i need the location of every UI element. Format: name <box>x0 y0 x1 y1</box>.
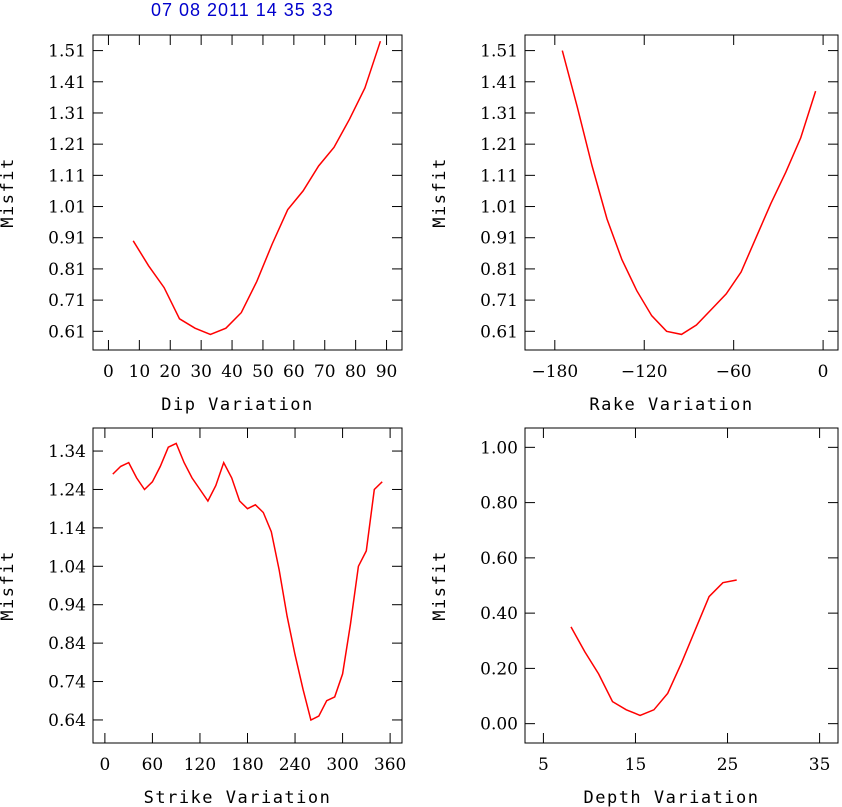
dip-xtick-label: 0 <box>103 362 114 382</box>
depth-ytick-label: 0.40 <box>480 604 518 624</box>
depth-misfit-line <box>570 579 737 717</box>
dip-ytick-label: 0.91 <box>48 229 86 249</box>
strike-xtick-label: 300 <box>326 755 358 775</box>
rake-ytick-label: 1.31 <box>480 104 518 124</box>
dip-x-axis-label: Dip Variation <box>161 395 314 415</box>
strike-ytick-label: 1.24 <box>48 480 86 500</box>
rake-misfit-line <box>561 50 817 336</box>
rake-xtick-label: 0 <box>818 362 829 382</box>
rake-x-axis-label: Rake Variation <box>589 395 753 415</box>
strike-ytick-label: 1.34 <box>48 442 86 462</box>
strike-ytick-label: 1.14 <box>48 519 86 539</box>
dip-xtick-label: 30 <box>190 362 212 382</box>
header-date-time: 07 08 2011 14 35 33 <box>151 0 334 20</box>
rake-xtick-label: −180 <box>531 362 578 382</box>
depth-plot-frame <box>524 427 839 744</box>
dip-xtick-label: 80 <box>345 362 367 382</box>
rake-ytick-label: 0.91 <box>480 229 518 249</box>
rake-ytick-label: 1.01 <box>480 198 518 218</box>
dip-xtick-label: 40 <box>221 362 243 382</box>
dip-xtick-label: 70 <box>314 362 336 382</box>
rake-xtick-label: −60 <box>716 362 752 382</box>
depth-xtick-label: 5 <box>538 755 549 775</box>
rake-plot-frame <box>524 34 839 351</box>
depth-ytick-label: 0.80 <box>480 494 518 514</box>
rake-ytick-label: 1.21 <box>480 135 518 155</box>
depth-xtick-label: 35 <box>809 755 831 775</box>
depth-ytick-label: 0.20 <box>480 659 518 679</box>
rake-xtick-label: −120 <box>621 362 668 382</box>
strike-xtick-label: 180 <box>231 755 263 775</box>
depth-ytick-label: 0.60 <box>480 549 518 569</box>
strike-xtick-label: 240 <box>279 755 311 775</box>
depth-xtick-label: 25 <box>717 755 739 775</box>
dip-ytick-label: 1.31 <box>48 104 86 124</box>
strike-y-axis-label: Misfit <box>0 550 18 620</box>
strike-ytick-label: 0.74 <box>48 673 86 693</box>
strike-xtick-label: 360 <box>374 755 406 775</box>
strike-xtick-label: 60 <box>142 755 164 775</box>
strike-ytick-label: 1.04 <box>48 557 86 577</box>
dip-ytick-label: 1.41 <box>48 73 86 93</box>
dip-ytick-label: 1.11 <box>48 166 86 186</box>
strike-misfit-line <box>112 442 383 722</box>
strike-ytick-label: 0.64 <box>48 711 86 731</box>
strike-x-axis-label: Strike Variation <box>144 788 332 807</box>
rake-ytick-label: 1.11 <box>480 166 518 186</box>
dip-ytick-label: 0.61 <box>48 322 86 342</box>
rake-ytick-label: 0.61 <box>480 322 518 342</box>
strike-ytick-label: 0.94 <box>48 596 86 616</box>
dip-ytick-label: 1.01 <box>48 198 86 218</box>
strike-xtick-label: 0 <box>99 755 110 775</box>
depth-ytick-label: 0.00 <box>480 715 518 735</box>
strike-ytick-label: 0.84 <box>48 634 86 654</box>
depth-y-axis-label: Misfit <box>430 550 450 620</box>
rake-ytick-label: 0.71 <box>480 291 518 311</box>
dip-xtick-label: 10 <box>129 362 151 382</box>
rake-ytick-label: 1.51 <box>480 42 518 62</box>
rake-ytick-label: 0.81 <box>480 260 518 280</box>
dip-ytick-label: 0.81 <box>48 260 86 280</box>
dip-plot-frame <box>92 34 403 351</box>
dip-ytick-label: 0.71 <box>48 291 86 311</box>
dip-xtick-label: 90 <box>376 362 398 382</box>
dip-xtick-label: 60 <box>283 362 305 382</box>
depth-x-axis-label: Depth Variation <box>583 788 759 807</box>
dip-misfit-line <box>132 40 382 336</box>
rake-ytick-label: 1.41 <box>480 73 518 93</box>
depth-ytick-label: 1.00 <box>480 438 518 458</box>
dip-xtick-label: 50 <box>252 362 274 382</box>
strike-xtick-label: 120 <box>184 755 216 775</box>
dip-ytick-label: 1.51 <box>48 42 86 62</box>
dip-y-axis-label: Misfit <box>0 157 18 227</box>
rake-y-axis-label: Misfit <box>430 157 450 227</box>
dip-ytick-label: 1.21 <box>48 135 86 155</box>
depth-xtick-label: 15 <box>625 755 647 775</box>
dip-xtick-label: 20 <box>159 362 181 382</box>
